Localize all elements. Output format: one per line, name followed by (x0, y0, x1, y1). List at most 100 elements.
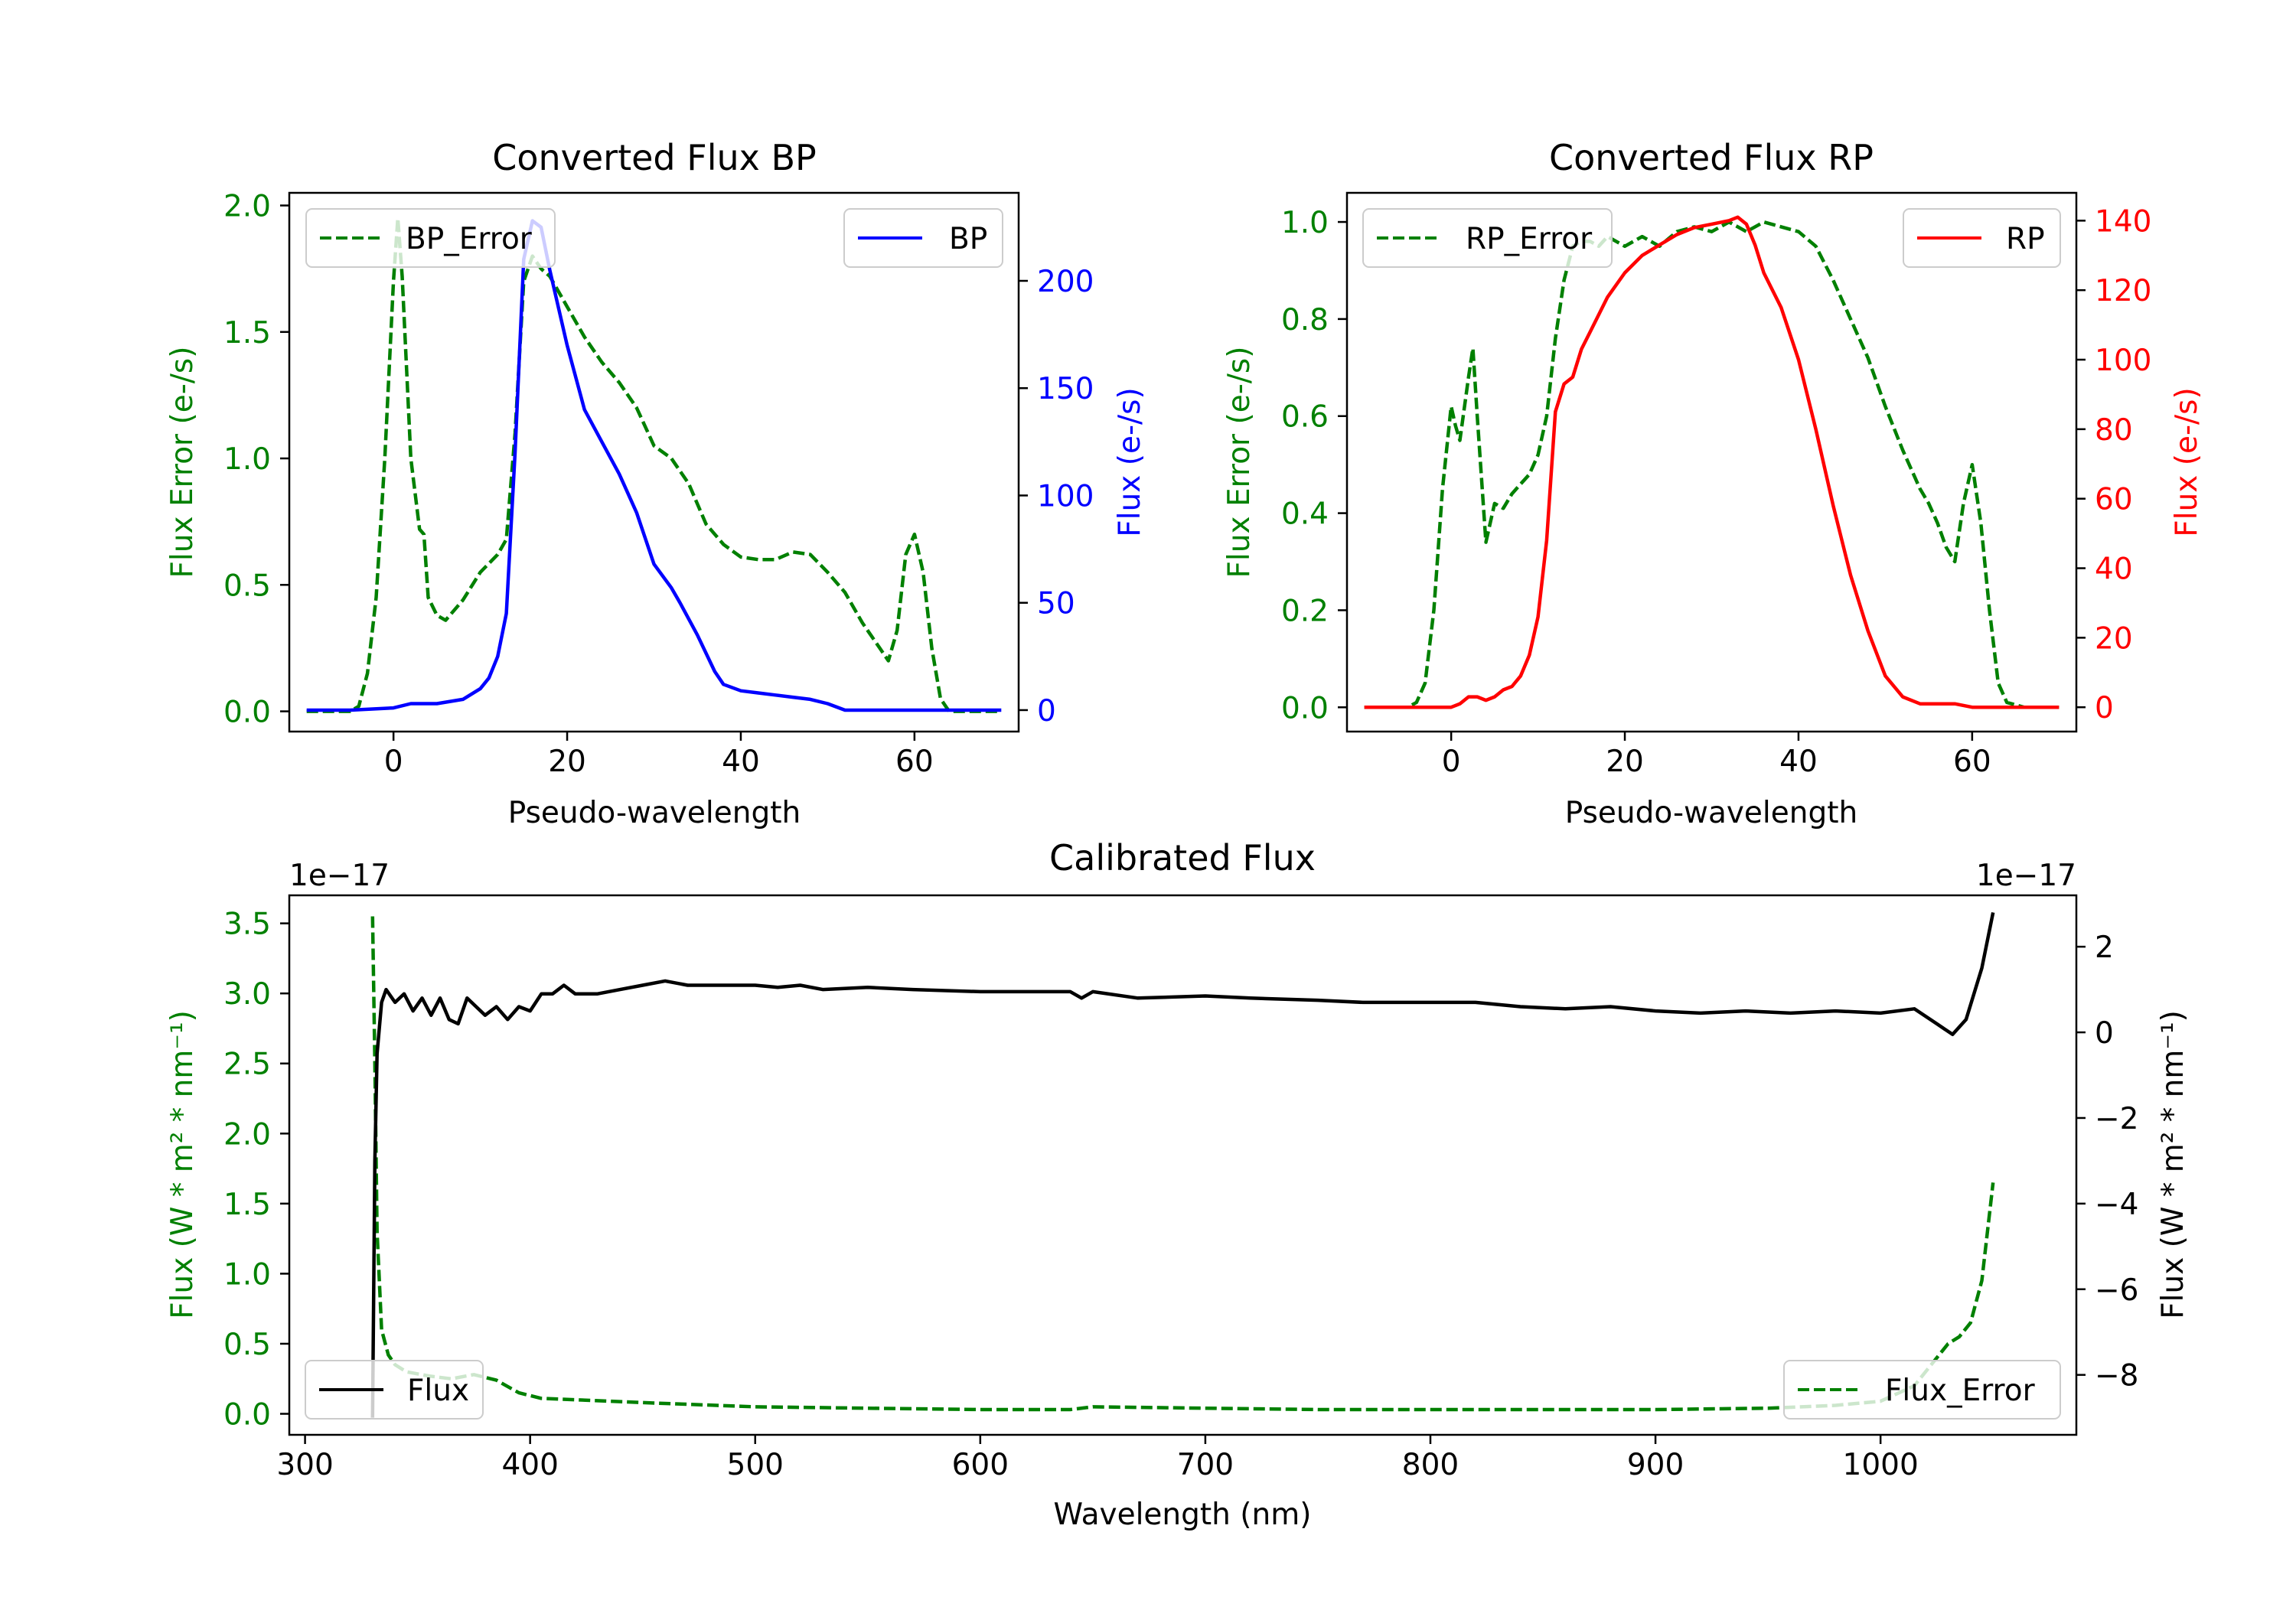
cal-y-left-ticks: 0.0 0.5 1.0 1.5 2.0 2.5 3.0 3.5 (223, 908, 289, 1433)
bp-legend-flux: BP (843, 208, 1003, 268)
rp-ylabel-left: Flux Error (e-/s) (1222, 347, 1257, 579)
cal-title: Calibrated Flux (1049, 837, 1316, 878)
cal-ytick-left-label: 0.0 (223, 1398, 271, 1433)
rp-ytick-right-label: 140 (2095, 204, 2151, 239)
rp-y-right-ticks: 0 20 40 60 80 100 120 140 (2076, 204, 2151, 725)
cal-xtick-label: 1000 (1843, 1448, 1919, 1482)
cal-ytick-left-label: 3.0 (223, 977, 271, 1012)
rp-xtick-label: 40 (1779, 745, 1818, 779)
rp-ytick-left-label: 0.0 (1281, 691, 1329, 725)
cal-series-flux-line (370, 911, 1995, 1418)
rp-ytick-right-label: 40 (2095, 553, 2133, 587)
calibrated-panel: Calibrated Flux 300 400 500 600 700 800 900 100… (165, 837, 2190, 1532)
rp-legend-flux: RP (1903, 208, 2061, 268)
bp-x-ticks: 0 20 40 60 (384, 732, 934, 779)
rp-panel: Converted Flux RP 0 20 40 60 0.00.20.40.60.… (1222, 137, 2204, 830)
rp-xtick-label: 60 (1953, 745, 1991, 779)
cal-xtick-label: 500 (727, 1448, 784, 1482)
cal-ylabel-right: Flux (W * m² * nm⁻¹) (2156, 1010, 2190, 1319)
rp-xtick-label: 20 (1606, 745, 1644, 779)
bp-plot-area (306, 216, 1002, 713)
bp-ytick-right-label: 0 (1037, 694, 1056, 729)
bp-ytick-left-label: 0.0 (223, 696, 271, 730)
cal-xtick-label: 700 (1177, 1448, 1234, 1482)
rp-ytick-right-label: 20 (2095, 621, 2133, 656)
rp-ytick-right-label: 120 (2095, 274, 2151, 308)
bp-ytick-left-label: 1.5 (223, 316, 271, 350)
rp-axes-frame (1345, 191, 2078, 733)
rp-title: Converted Flux RP (1549, 137, 1874, 178)
rp-ylabel-right: Flux (e-/s) (2170, 387, 2204, 536)
cal-ytick-left-label: 1.0 (223, 1257, 271, 1292)
rp-x-ticks: 0 20 40 60 (1442, 732, 1991, 779)
bp-series-bp-error-line (306, 216, 1002, 713)
rp-legend-flux-label: RP (2006, 222, 2045, 256)
cal-xtick-label: 400 (501, 1448, 558, 1482)
cal-ytick-right-label: −2 (2095, 1102, 2139, 1136)
cal-xlabel: Wavelength (nm) (1054, 1498, 1312, 1532)
rp-ytick-left-label: 0.6 (1281, 400, 1329, 435)
cal-ytick-left-label: 3.5 (223, 908, 271, 942)
cal-offset-right: 1e−17 (1976, 859, 2076, 893)
rp-xlabel: Pseudo-wavelength (1565, 796, 1857, 830)
bp-ytick-right-label: 200 (1037, 265, 1094, 299)
bp-ytick-right-label: 100 (1037, 479, 1094, 513)
cal-x-ticks: 300 400 500 600 700 800 900 1000 (276, 1435, 1919, 1482)
rp-legend-error: RP_Error (1362, 208, 1613, 268)
rp-ytick-right-label: 100 (2095, 344, 2151, 378)
cal-legend-error-label: Flux_Error (1885, 1374, 2036, 1408)
rp-ytick-left-label: 1.0 (1281, 206, 1329, 240)
cal-ytick-right-label: −4 (2095, 1188, 2139, 1222)
bp-ylabel-left: Flux Error (e-/s) (165, 347, 200, 579)
bp-xlabel: Pseudo-wavelength (508, 796, 801, 830)
rp-legend-error-label: RP_Error (1466, 222, 1593, 256)
bp-panel: Converted Flux BP 0 20 40 60 0.0 0.5 1.0 1.5 2.… (165, 137, 1147, 830)
bp-legend-flux-label: BP (949, 222, 987, 256)
rp-ytick-right-label: 0 (2095, 691, 2114, 725)
bp-series-bp-line (306, 219, 1002, 712)
cal-y-right-ticks: −8 −6 −4 −2 0 2 (2076, 931, 2139, 1393)
cal-xtick-label: 300 (276, 1448, 333, 1482)
cal-ytick-right-label: −8 (2095, 1359, 2139, 1393)
bp-xtick-label: 60 (895, 745, 934, 779)
cal-xtick-label: 600 (952, 1448, 1009, 1482)
cal-ytick-left-label: 1.5 (223, 1188, 271, 1222)
cal-axes-frame (288, 894, 2078, 1436)
rp-ytick-left-label: 0.2 (1281, 594, 1329, 628)
bp-title: Converted Flux BP (492, 137, 817, 178)
bp-xtick-label: 40 (722, 745, 760, 779)
cal-ytick-left-label: 2.0 (223, 1117, 271, 1152)
rp-ytick-right-label: 80 (2095, 413, 2133, 448)
bp-ytick-left-label: 1.0 (223, 442, 271, 477)
cal-ylabel-left: Flux (W * m² * nm⁻¹) (165, 1010, 200, 1319)
cal-offset-left: 1e−17 (289, 859, 390, 893)
bp-xtick-label: 20 (548, 745, 586, 779)
cal-ytick-left-label: 0.5 (223, 1328, 271, 1362)
cal-legend-error: Flux_Error (1783, 1360, 2061, 1420)
rp-series-rp-error-line (1364, 220, 2060, 709)
cal-ytick-right-label: 2 (2095, 931, 2114, 965)
cal-ytick-left-label: 2.5 (223, 1048, 271, 1082)
bp-ytick-right-label: 150 (1037, 372, 1094, 406)
bp-y-right-ticks: 0 50 100 150 200 (1019, 265, 1094, 729)
bp-ytick-left-label: 0.5 (223, 569, 271, 603)
rp-series-rp-line (1364, 215, 2060, 709)
bp-ylabel-right: Flux (e-/s) (1113, 387, 1147, 536)
bp-xtick-label: 0 (384, 745, 403, 779)
cal-xtick-label: 800 (1402, 1448, 1459, 1482)
bp-axes-frame (288, 191, 1020, 733)
cal-legend-flux: Flux (305, 1360, 484, 1420)
bp-legend-error: BP_Error (305, 208, 556, 268)
cal-xtick-label: 900 (1627, 1448, 1684, 1482)
rp-xtick-label: 0 (1442, 745, 1461, 779)
cal-ytick-right-label: 0 (2095, 1016, 2114, 1051)
rp-ytick-left-label: 0.4 (1281, 497, 1329, 532)
bp-y-left-ticks: 0.0 0.5 1.0 1.5 2.0 (223, 190, 289, 730)
bp-ytick-right-label: 50 (1037, 587, 1075, 621)
cal-ytick-right-label: −6 (2095, 1273, 2139, 1308)
bp-legend-error-label: BP_Error (406, 222, 533, 256)
bp-ytick-left-label: 2.0 (223, 190, 271, 224)
rp-y-left-ticks: 0.0 0.2 0.4 0.6 0.8 1.0 (1281, 206, 1347, 725)
rp-ytick-left-label: 0.8 (1281, 303, 1329, 337)
